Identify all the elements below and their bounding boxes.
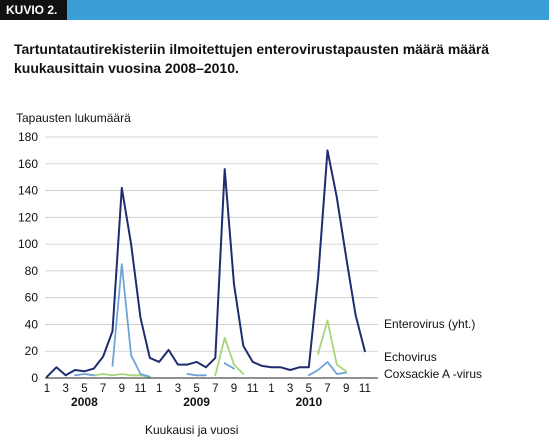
- series-line: [223, 362, 235, 370]
- series-line: [111, 263, 151, 378]
- y-ticks: 0 20 40 60 80 100 120 140 160 180: [18, 130, 38, 385]
- x-ticks: 1 3 5 7 9 11 1 3 5 7 9 11 1 3 5 7 9 11: [44, 383, 371, 395]
- x-tick-label: 5: [81, 383, 87, 395]
- header-bar: [0, 0, 549, 20]
- series-line: [317, 319, 348, 373]
- year-label: 2008: [71, 395, 98, 409]
- y-tick-label: 80: [25, 264, 39, 278]
- x-axis-label: Kuukausi ja vuosi: [145, 423, 238, 437]
- x-tick-label: 9: [119, 383, 125, 395]
- y-tick-label: 180: [18, 130, 38, 144]
- x-tick-label: 3: [62, 383, 68, 395]
- x-tick-label: 5: [306, 383, 312, 395]
- chart-title: Tartuntatautirekisteriin ilmoitettujen e…: [14, 41, 490, 76]
- series-line: [186, 373, 207, 377]
- series-labels: Enterovirus (yht.) Echovirus Coxsackie A -…: [384, 317, 482, 381]
- x-tick-label: 11: [135, 383, 147, 395]
- x-tick-label: 9: [231, 383, 237, 395]
- x-tick-label: 1: [44, 383, 50, 395]
- x-tick-label: 11: [247, 383, 259, 395]
- y-tick-label: 0: [31, 371, 38, 385]
- series-line: [92, 373, 151, 378]
- series-label: Enterovirus (yht.): [384, 317, 475, 331]
- grid: [45, 136, 378, 379]
- x-tick-label: 11: [359, 383, 371, 395]
- year-label: 2009: [183, 395, 210, 409]
- series-lines: [46, 149, 366, 378]
- x-tick-label: 7: [100, 383, 106, 395]
- y-tick-label: 100: [18, 237, 38, 251]
- series-label: Coxsackie A -virus: [384, 367, 482, 381]
- y-tick-label: 20: [25, 344, 39, 358]
- series-line: [214, 336, 245, 377]
- figure-tag: KUVIO 2.: [0, 0, 68, 20]
- x-tick-label: 1: [268, 383, 274, 395]
- x-tick-label: 5: [193, 383, 199, 395]
- series-line: [46, 149, 366, 378]
- x-tick-label: 1: [156, 383, 162, 395]
- series-line: [307, 360, 348, 377]
- year-label: 2010: [295, 395, 322, 409]
- y-tick-label: 120: [18, 210, 38, 224]
- y-tick-label: 40: [25, 317, 39, 331]
- series-line: [74, 373, 95, 377]
- y-axis-label: Tapausten lukumäärä: [16, 111, 131, 125]
- x-tick-label: 7: [212, 383, 218, 395]
- x-tick-label: 3: [175, 383, 181, 395]
- x-tick-label: 7: [324, 383, 330, 395]
- y-tick-label: 140: [18, 184, 38, 198]
- x-tick-label: 9: [343, 383, 349, 395]
- x-tick-label: 3: [287, 383, 293, 395]
- y-tick-label: 160: [18, 157, 38, 171]
- series-label: Echovirus: [384, 350, 437, 364]
- y-tick-label: 60: [25, 291, 39, 305]
- year-labels: 2008 2009 2010: [71, 395, 322, 409]
